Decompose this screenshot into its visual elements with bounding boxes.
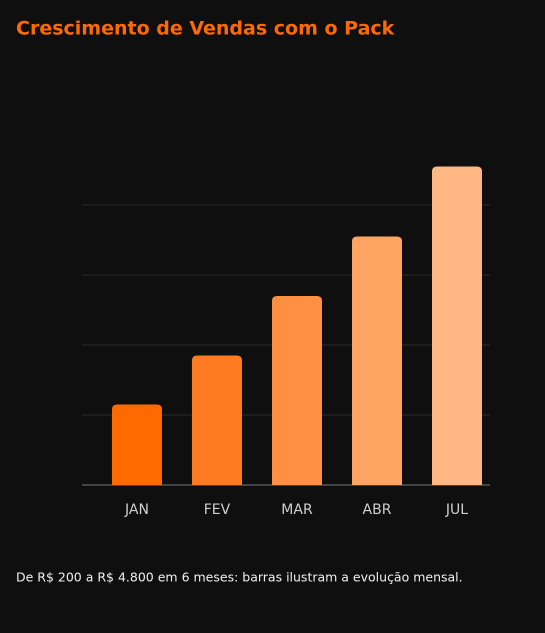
- x-tick-label: FEV: [204, 502, 231, 518]
- bar: [272, 296, 322, 485]
- x-tick-label: JAN: [124, 502, 149, 518]
- bar: [192, 355, 242, 485]
- bar: [432, 166, 482, 485]
- bar: [352, 236, 402, 485]
- x-tick-label: JUL: [445, 502, 468, 518]
- caption: De R$ 200 a R$ 4.800 em 6 meses: barras …: [16, 570, 463, 585]
- x-tick-label: MAR: [281, 502, 313, 518]
- bar: [112, 404, 162, 485]
- x-tick-label: ABR: [363, 502, 392, 518]
- chart-title: Crescimento de Vendas com o Pack: [16, 18, 395, 40]
